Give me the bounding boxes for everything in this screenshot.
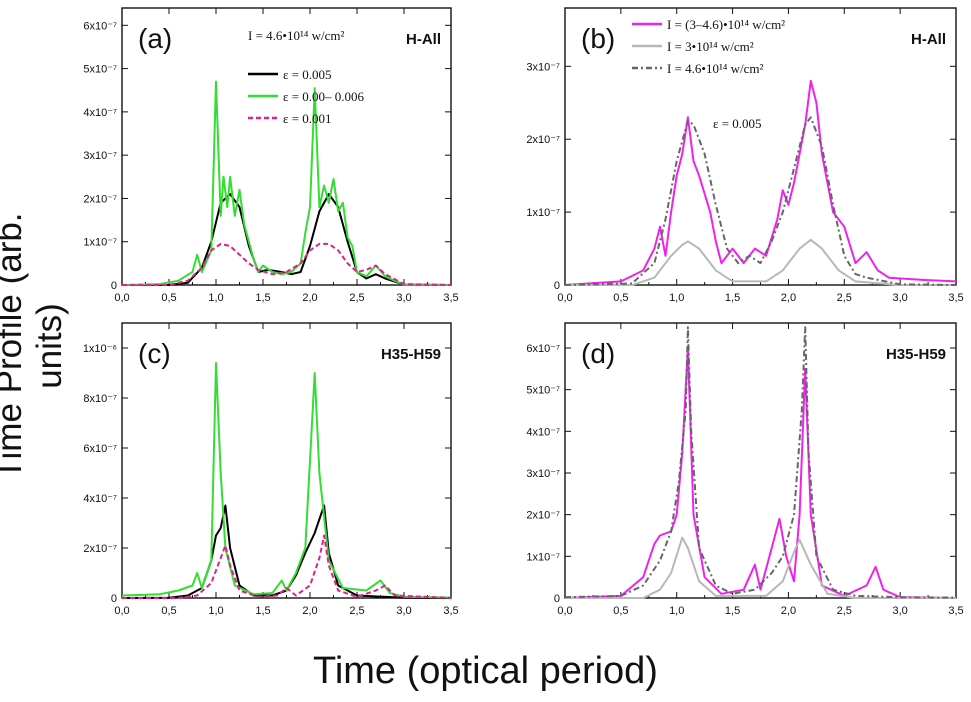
y-axis-label: Time Profile (arb. units) [0,212,69,480]
panel-label: (b) [581,23,615,54]
x-tick-label: 1,0 [208,292,223,304]
series-line-2 [122,242,452,286]
legend-entry: ε = 0.005 [283,67,332,82]
y-tick-label: 0 [554,280,560,292]
series-line-1 [121,80,452,286]
panel-label: (c) [138,338,171,369]
x-tick-label: 0,5 [613,605,628,617]
y-tick-label: 4x10⁻⁷ [526,426,560,438]
panel-b: 0,0 0,5 1,0 1,5 2,0 2,5 3,0 3,5 0 1x10⁻⁷ 2x10⁻⁷ 3x1… [526,7,964,304]
corner-label: H-All [406,31,441,48]
y-tick-label: 3x10⁻⁷ [526,468,560,480]
x-tick-label: 3,0 [892,292,907,304]
y-tick-label: 2x10⁻⁷ [526,134,560,146]
x-tick-label: 3,5 [948,605,963,617]
series-line-0 [564,79,957,286]
y-tick-label: 5x10⁻⁷ [83,64,117,76]
series-line-2 [564,116,957,286]
y-tick-label: 1x10⁻⁶ [83,343,117,355]
corner-label: H35-H59 [886,346,946,363]
x-tick-label: 2,5 [837,292,852,304]
x-tick-label: 0,0 [114,605,129,617]
y-tick-label: 0 [111,280,117,292]
x-tick-label: 0,0 [114,292,129,304]
x-tick-label: 1,0 [669,605,684,617]
y-tick-label: 2x10⁻⁷ [83,543,117,555]
x-tick-label: 2,5 [837,605,852,617]
y-tick-label: 0 [554,593,560,605]
x-tick-label: 2,5 [349,292,364,304]
x-axis-label: Time (optical period) [313,650,658,692]
panel-c: 0,0 0,5 1,0 1,5 2,0 2,5 3,0 3,5 0 2x10⁻⁷ 4x10⁻⁷ 6x1… [83,322,459,617]
y-tick-label: 0 [111,593,117,605]
x-tick-label: 3,5 [443,292,458,304]
x-tick-label: 3,0 [396,292,411,304]
series-line-0 [564,347,957,599]
y-tick-label: 2x10⁻⁷ [83,193,117,205]
series-line-2 [122,534,452,599]
series-line-1 [121,362,452,599]
y-tick-label: 6x10⁻⁷ [526,343,560,355]
series-line-2 [564,326,957,599]
y-tick-label: 1x10⁻⁷ [83,237,117,249]
legend-entry: I = 4.6•10¹⁴ w/cm² [667,61,764,76]
x-tick-label: 3,0 [892,605,907,617]
x-tick-label: 1,5 [255,292,270,304]
x-tick-label: 2,0 [781,292,796,304]
x-tick-label: 0,5 [161,605,176,617]
plot-frame [121,322,452,599]
legend-entry: I = 3•10¹⁴ w/cm² [667,39,754,54]
y-tick-label: 2x10⁻⁷ [526,510,560,522]
corner-label: H35-H59 [381,346,441,363]
x-tick-label: 3,0 [396,605,411,617]
x-tick-label: 2,0 [302,605,317,617]
y-tick-label: 4x10⁻⁷ [83,107,117,119]
x-tick-label: 1,5 [255,605,270,617]
panel-d: 0,0 0,5 1,0 1,5 2,0 2,5 3,0 3,5 0 1x10⁻⁷ 2x10⁻⁷ 3x1… [526,322,964,617]
x-tick-label: 0,5 [161,292,176,304]
plot-frame [564,7,957,286]
panel-label: (a) [138,23,172,54]
y-tick-label: 1x10⁻⁷ [526,551,560,563]
x-tick-label: 2,5 [349,605,364,617]
intensity-annotation: I = 4.6•10¹⁴ w/cm² [248,28,345,43]
x-tick-label: 1,0 [208,605,223,617]
x-tick-label: 2,0 [781,605,796,617]
x-tick-label: 0,0 [557,605,572,617]
y-tick-label: 1x10⁻⁷ [526,207,560,219]
y-tick-label: 6x10⁻⁷ [83,20,117,32]
legend-entry: ε = 0.001 [283,111,332,126]
series-line-0 [121,504,452,599]
series-line-1 [565,238,956,286]
legend-entry: I = (3–4.6)•10¹⁴ w/cm² [667,17,785,32]
x-tick-label: 3,5 [443,605,458,617]
panel-label: (d) [581,338,615,369]
series-line-1 [565,536,956,599]
x-tick-label: 0,0 [557,292,572,304]
panel-a: 0,0 0,5 1,0 1,5 2,0 2,5 3,0 3,5 0 1x10⁻⁷ 2x10⁻⁷ 3x1… [83,7,459,304]
y-tick-label: 6x10⁻⁷ [83,443,117,455]
corner-label: H-All [911,31,946,48]
x-tick-label: 3,5 [948,292,963,304]
legend-entry: ε = 0.00– 0.006 [283,89,365,104]
y-tick-label: 5x10⁻⁷ [526,385,560,397]
epsilon-annotation: ε = 0.005 [713,116,762,131]
x-tick-label: 1,5 [725,605,740,617]
x-tick-label: 1,5 [725,292,740,304]
y-tick-label: 4x10⁻⁷ [83,493,117,505]
y-tick-label: 3x10⁻⁷ [83,150,117,162]
y-tick-label: 8x10⁻⁷ [83,393,117,405]
x-tick-label: 1,0 [669,292,684,304]
x-tick-label: 2,0 [302,292,317,304]
y-tick-label: 3x10⁻⁷ [526,61,560,73]
x-tick-label: 0,5 [613,292,628,304]
plot-frame [564,322,957,599]
